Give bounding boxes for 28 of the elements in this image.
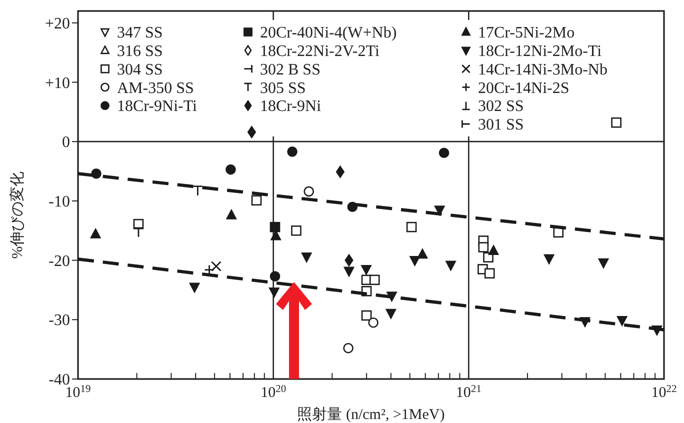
legend-label: 304 SS	[117, 61, 163, 78]
y-tick-label: +20	[44, 15, 70, 32]
x-tick-label: 10$^{22}$	[651, 384, 677, 401]
legend-label: 17Cr-5Ni-2Mo	[478, 24, 575, 42]
legend-label: 302 B SS	[260, 61, 320, 78]
legend-label: 305 SS	[260, 80, 306, 97]
legend-label: 316 SS	[117, 43, 163, 60]
legend-label: 18Cr-22Ni-2V-2Ti	[260, 43, 380, 60]
legend-label: 301 SS	[478, 116, 524, 134]
y-tick-label: +10	[44, 74, 70, 92]
legend-label: 302 SS	[478, 98, 524, 116]
legend-label: 20Cr-14Ni-2S	[478, 80, 570, 97]
y-tick-label: -20	[48, 252, 70, 270]
y-tick-label: -10	[48, 194, 70, 211]
legend-label: 18Cr-9Ni-Ti	[117, 98, 198, 116]
legend-label: 18Cr-12Ni-2Mo-Ti	[478, 43, 602, 60]
x-tick-label: 10$^{21}$	[456, 384, 482, 401]
legend-label: AM-350 SS	[117, 80, 194, 97]
legend-label: 18Cr-9Ni	[260, 98, 322, 116]
x-axis-title: 照射量 (n/cm², >1MeV)	[297, 406, 445, 423]
x-tick-label: 10$^{20}$	[260, 384, 286, 401]
legend-label: 14Cr-14Ni-3Mo-Nb	[478, 61, 608, 78]
legend-label: 20Cr-40Ni-4(W+Nb)	[260, 24, 397, 42]
y-axis-title: %伸びの変化	[9, 171, 26, 259]
y-tick-label: -30	[48, 312, 70, 330]
legend-label: 347 SS	[117, 24, 163, 42]
y-tick-label: 0	[62, 134, 70, 152]
x-tick-label: 10$^{19}$	[65, 384, 91, 401]
